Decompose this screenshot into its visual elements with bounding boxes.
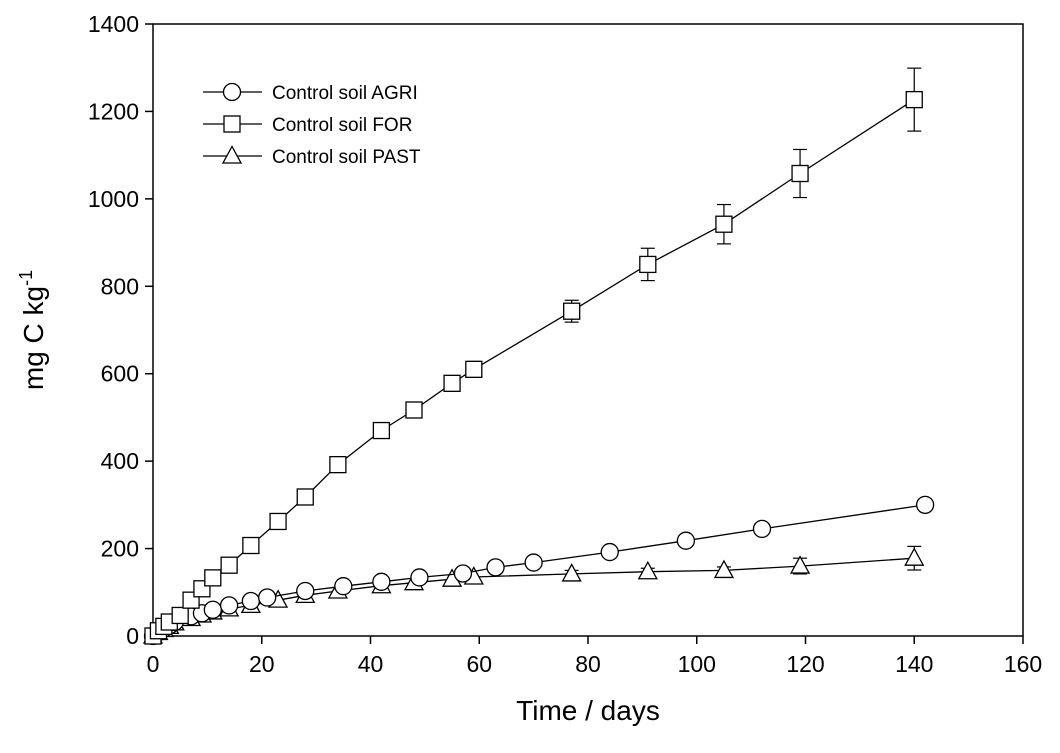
data-point-square bbox=[715, 215, 733, 233]
data-point-square bbox=[204, 569, 222, 587]
x-tick-label: 140 bbox=[895, 651, 933, 677]
data-point-circle bbox=[524, 553, 543, 572]
legend-item: Control soil PAST bbox=[203, 145, 421, 168]
data-point-triangle bbox=[561, 563, 582, 582]
data-point-square bbox=[220, 556, 238, 574]
x-tick-label: 40 bbox=[358, 651, 384, 677]
y-tick-label: 1400 bbox=[88, 11, 139, 37]
data-point-circle bbox=[203, 600, 222, 619]
legend: Control soil AGRI Control soil FOR Control… bbox=[203, 82, 421, 168]
data-point-circle bbox=[486, 558, 505, 577]
data-point-square bbox=[791, 164, 809, 183]
data-point-circle bbox=[334, 577, 353, 596]
x-tick-label: 160 bbox=[1004, 651, 1042, 677]
legend-label: Control soil AGRI bbox=[272, 83, 418, 104]
series-layer bbox=[142, 67, 935, 646]
data-point-square bbox=[171, 606, 189, 625]
data-point-circle bbox=[296, 581, 315, 601]
legend-marker-circle bbox=[222, 82, 242, 102]
data-point-circle bbox=[219, 596, 239, 615]
y-tick-label: 200 bbox=[101, 536, 139, 562]
legend-marker-triangle bbox=[221, 145, 243, 164]
data-point-circle bbox=[241, 591, 261, 611]
legend-label: Control soil PAST bbox=[272, 147, 421, 168]
data-point-circle bbox=[752, 519, 772, 539]
legend-item: Control soil AGRI bbox=[203, 82, 418, 104]
data-point-triangle bbox=[713, 559, 735, 579]
data-point-square bbox=[296, 488, 314, 506]
data-point-triangle bbox=[637, 560, 658, 580]
y-tick-label: 0 bbox=[126, 623, 139, 649]
y-axis-title-superscript: -1 bbox=[16, 270, 36, 286]
legend-label: Control soil FOR bbox=[272, 115, 412, 136]
y-tick-label: 600 bbox=[101, 361, 139, 387]
data-point-square bbox=[563, 302, 581, 320]
data-point-square bbox=[465, 360, 483, 378]
x-tick-label: 0 bbox=[147, 651, 160, 677]
y-axis-title-main: mg C kg bbox=[18, 286, 49, 390]
x-tick-label: 20 bbox=[249, 651, 275, 677]
series-line bbox=[152, 504, 926, 637]
data-point-square bbox=[405, 401, 423, 419]
data-point-square bbox=[372, 421, 391, 440]
legend-marker-square bbox=[223, 115, 241, 133]
y-axis-title: mg C kg-1 bbox=[16, 270, 49, 390]
data-point-triangle bbox=[904, 547, 925, 566]
x-tick-label: 80 bbox=[575, 651, 601, 677]
data-point-square bbox=[242, 536, 260, 555]
data-point-circle bbox=[453, 564, 473, 583]
x-axis-ticks: 0 20 40 60 80 100 120 140 160 bbox=[147, 636, 1042, 677]
data-point-square bbox=[905, 90, 923, 109]
data-point-triangle bbox=[789, 555, 811, 574]
x-tick-label: 120 bbox=[786, 651, 824, 677]
y-tick-label: 800 bbox=[101, 273, 139, 299]
data-point-square bbox=[443, 374, 461, 392]
data-point-circle bbox=[676, 531, 696, 550]
series-circle bbox=[143, 495, 935, 646]
x-tick-label: 60 bbox=[466, 651, 492, 677]
data-point-circle bbox=[410, 568, 429, 587]
legend-item: Control soil FOR bbox=[203, 115, 412, 136]
y-tick-label: 1200 bbox=[88, 98, 139, 124]
data-point-square bbox=[329, 455, 347, 474]
data-point-square bbox=[639, 255, 657, 274]
data-point-circle bbox=[372, 572, 391, 591]
data-point-circle bbox=[600, 542, 619, 562]
series-square bbox=[144, 67, 923, 645]
x-axis-title: Time / days bbox=[516, 695, 660, 726]
x-tick-label: 100 bbox=[678, 651, 716, 677]
y-tick-label: 400 bbox=[101, 448, 139, 474]
y-axis-ticks: 0 200 400 600 800 1000 1200 1400 bbox=[88, 11, 153, 649]
data-point-circle bbox=[258, 588, 277, 607]
data-point-circle bbox=[915, 495, 935, 515]
data-point-square bbox=[269, 512, 287, 531]
y-tick-label: 1000 bbox=[88, 186, 139, 212]
